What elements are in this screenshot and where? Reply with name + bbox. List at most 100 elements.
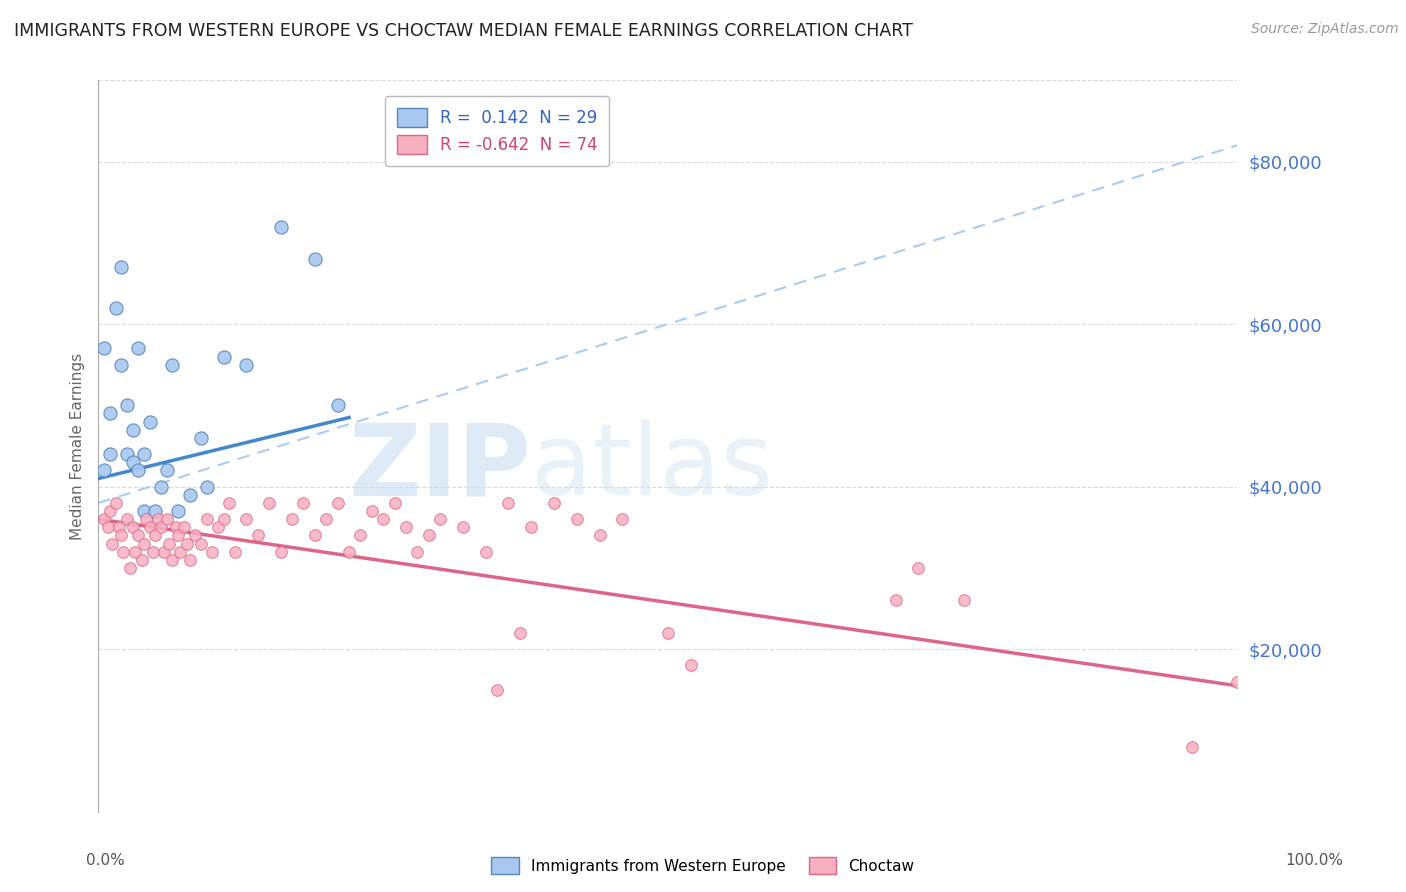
- Point: [565, 512, 588, 526]
- Point: [115, 447, 138, 461]
- Point: [207, 520, 229, 534]
- Point: [156, 512, 179, 526]
- Point: [150, 520, 173, 534]
- Point: [498, 496, 520, 510]
- Point: [884, 593, 907, 607]
- Point: [156, 463, 179, 477]
- Point: [145, 528, 167, 542]
- Point: [509, 626, 531, 640]
- Point: [98, 504, 121, 518]
- Text: 100.0%: 100.0%: [1285, 854, 1344, 868]
- Point: [418, 528, 440, 542]
- Point: [588, 528, 610, 542]
- Point: [101, 536, 124, 550]
- Point: [486, 682, 509, 697]
- Point: [121, 520, 143, 534]
- Point: [145, 504, 167, 518]
- Point: [150, 480, 173, 494]
- Point: [169, 544, 191, 558]
- Point: [679, 658, 702, 673]
- Text: IMMIGRANTS FROM WESTERN EUROPE VS CHOCTAW MEDIAN FEMALE EARNINGS CORRELATION CHA: IMMIGRANTS FROM WESTERN EUROPE VS CHOCTA…: [14, 22, 912, 40]
- Point: [167, 504, 190, 518]
- Legend: R =  0.142  N = 29, R = -0.642  N = 74: R = 0.142 N = 29, R = -0.642 N = 74: [385, 96, 609, 166]
- Point: [235, 512, 257, 526]
- Point: [110, 260, 132, 275]
- Point: [190, 431, 212, 445]
- Point: [395, 520, 418, 534]
- Point: [176, 536, 198, 550]
- Point: [224, 544, 246, 558]
- Point: [349, 528, 371, 542]
- Point: [110, 358, 132, 372]
- Point: [292, 496, 315, 510]
- Point: [127, 342, 149, 356]
- Point: [1226, 674, 1249, 689]
- Point: [93, 463, 115, 477]
- Point: [93, 342, 115, 356]
- Point: [165, 520, 187, 534]
- Text: ZIP: ZIP: [349, 419, 531, 516]
- Point: [121, 455, 143, 469]
- Point: [93, 512, 115, 526]
- Point: [195, 512, 218, 526]
- Point: [110, 528, 132, 542]
- Point: [142, 544, 165, 558]
- Point: [259, 496, 281, 510]
- Point: [98, 447, 121, 461]
- Point: [326, 496, 349, 510]
- Y-axis label: Median Female Earnings: Median Female Earnings: [69, 352, 84, 540]
- Point: [246, 528, 269, 542]
- Point: [131, 553, 153, 567]
- Point: [315, 512, 337, 526]
- Point: [184, 528, 207, 542]
- Point: [167, 528, 190, 542]
- Point: [96, 520, 118, 534]
- Point: [201, 544, 224, 558]
- Point: [121, 423, 143, 437]
- Point: [1181, 739, 1204, 754]
- Text: 0.0%: 0.0%: [86, 854, 125, 868]
- Point: [304, 252, 326, 266]
- Point: [135, 512, 157, 526]
- Point: [281, 512, 304, 526]
- Point: [162, 553, 184, 567]
- Point: [115, 512, 138, 526]
- Point: [104, 496, 127, 510]
- Point: [115, 398, 138, 412]
- Point: [112, 544, 135, 558]
- Point: [132, 536, 155, 550]
- Point: [520, 520, 543, 534]
- Point: [384, 496, 406, 510]
- Point: [371, 512, 394, 526]
- Point: [218, 496, 240, 510]
- Point: [127, 528, 149, 542]
- Point: [212, 350, 235, 364]
- Point: [612, 512, 634, 526]
- Point: [162, 358, 184, 372]
- Point: [406, 544, 429, 558]
- Point: [212, 512, 235, 526]
- Point: [108, 520, 131, 534]
- Point: [146, 512, 169, 526]
- Point: [451, 520, 474, 534]
- Point: [120, 561, 142, 575]
- Point: [304, 528, 326, 542]
- Legend: Immigrants from Western Europe, Choctaw: Immigrants from Western Europe, Choctaw: [485, 851, 921, 880]
- Point: [543, 496, 565, 510]
- Point: [190, 536, 212, 550]
- Point: [173, 520, 195, 534]
- Point: [235, 358, 257, 372]
- Point: [195, 480, 218, 494]
- Point: [360, 504, 382, 518]
- Text: atlas: atlas: [531, 419, 773, 516]
- Point: [326, 398, 349, 412]
- Point: [157, 536, 180, 550]
- Text: Source: ZipAtlas.com: Source: ZipAtlas.com: [1251, 22, 1399, 37]
- Point: [153, 544, 176, 558]
- Point: [132, 447, 155, 461]
- Point: [270, 219, 292, 234]
- Point: [124, 544, 146, 558]
- Point: [127, 463, 149, 477]
- Point: [953, 593, 976, 607]
- Point: [429, 512, 451, 526]
